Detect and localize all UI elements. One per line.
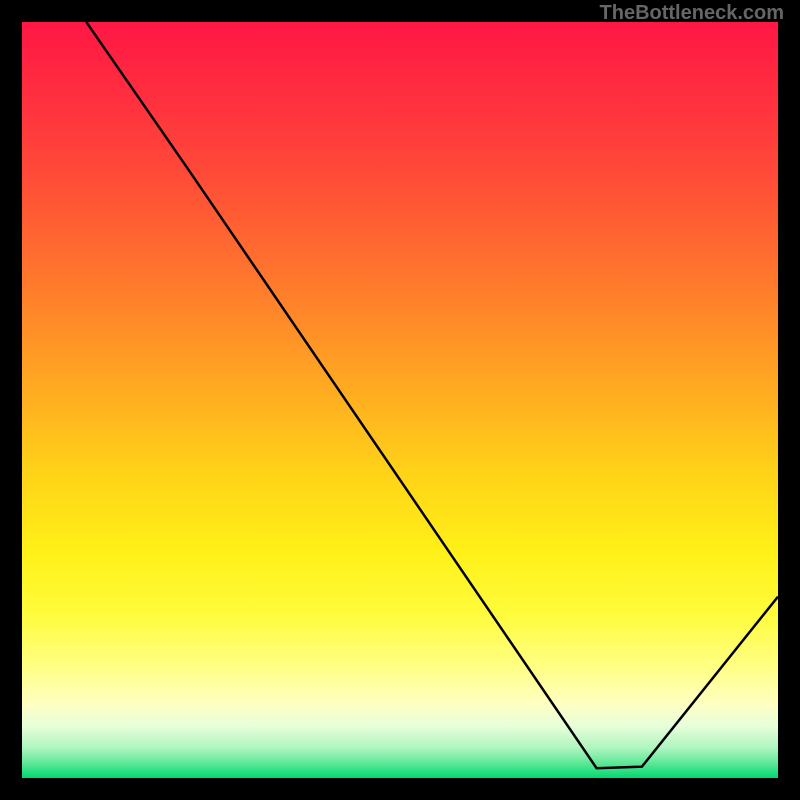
chart-container: TheBottleneck.com: [0, 0, 800, 800]
watermark-text: TheBottleneck.com: [600, 2, 784, 25]
data-line: [22, 22, 778, 778]
plot-area: [22, 22, 778, 778]
